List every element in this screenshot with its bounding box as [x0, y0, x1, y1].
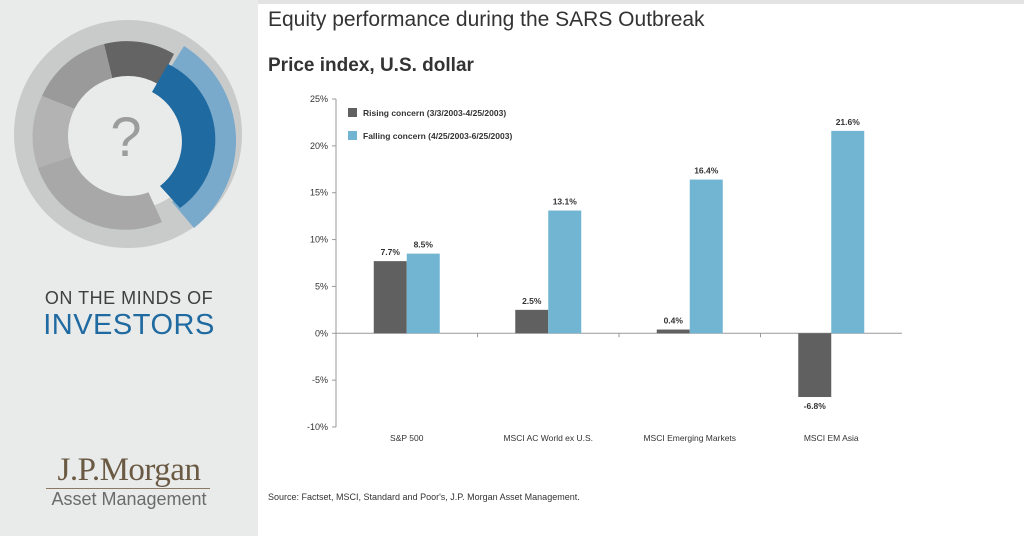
x-category-label: S&P 500 — [390, 433, 424, 443]
legend-label: Falling concern (4/25/2003-6/25/2003) — [363, 131, 512, 141]
legend-label: Rising concern (3/3/2003-4/25/2003) — [363, 108, 506, 118]
legend-swatch — [348, 131, 357, 140]
bar-falling — [831, 130, 865, 334]
brand-divider — [46, 488, 210, 489]
legend-swatch — [348, 108, 357, 117]
source-note: Source: Factset, MSCI, Standard and Poor… — [268, 492, 580, 502]
brand-logo-name: J.P.Morgan — [57, 452, 201, 488]
bar-chart: 25% 20% 15% 10% 5% 0% -5% -10% 7.7% 8.5% S&P 500 2.… — [307, 94, 902, 443]
bar-rising — [656, 329, 690, 334]
data-label: 2.5% — [522, 296, 542, 306]
donut-segment-blue — [152, 64, 216, 208]
data-label: -6.8% — [804, 401, 827, 411]
bar-rising — [515, 309, 549, 334]
y-tick-label: 5% — [315, 281, 328, 291]
data-label: 7.7% — [381, 247, 401, 257]
y-tick-label: 15% — [310, 188, 328, 198]
y-tick-label: 10% — [310, 235, 328, 245]
data-label: 21.6% — [836, 117, 861, 127]
y-tick-label: -10% — [307, 422, 328, 432]
top-rule — [258, 0, 1024, 4]
x-category-label: MSCI Emerging Markets — [643, 433, 736, 443]
brand-logo-sub: Asset Management — [51, 489, 207, 509]
y-tick-label: 25% — [310, 94, 328, 104]
x-category-label: MSCI EM Asia — [804, 433, 859, 443]
y-tick-label: -5% — [312, 375, 328, 385]
chart-subtitle: Price index, U.S. dollar — [268, 55, 474, 76]
y-tick-label: 20% — [310, 141, 328, 151]
bar-rising — [373, 261, 407, 334]
bar-falling — [548, 210, 582, 334]
bar-falling — [406, 253, 440, 334]
tagline-big: INVESTORS — [43, 309, 215, 341]
bar-falling — [689, 179, 723, 334]
data-label: 13.1% — [553, 197, 578, 207]
donut-segment-light-bottom — [38, 150, 162, 230]
y-tick-label: 0% — [315, 328, 328, 338]
data-label: 0.4% — [664, 316, 684, 326]
data-label: 16.4% — [694, 166, 719, 176]
bar-rising — [798, 333, 832, 398]
data-label: 8.5% — [414, 240, 434, 250]
donut-question-mark: ? — [110, 105, 141, 168]
x-category-label: MSCI AC World ex U.S. — [503, 433, 593, 443]
tagline-small: ON THE MINDS OF — [44, 288, 214, 308]
chart-title: Equity performance during the SARS Outbr… — [268, 8, 705, 31]
donut-hole — [68, 76, 188, 196]
donut-graphic: ? — [13, 19, 243, 248]
sidebar: ? ON THE MINDS OF INVESTORS J.P.Morgan A… — [0, 0, 258, 536]
